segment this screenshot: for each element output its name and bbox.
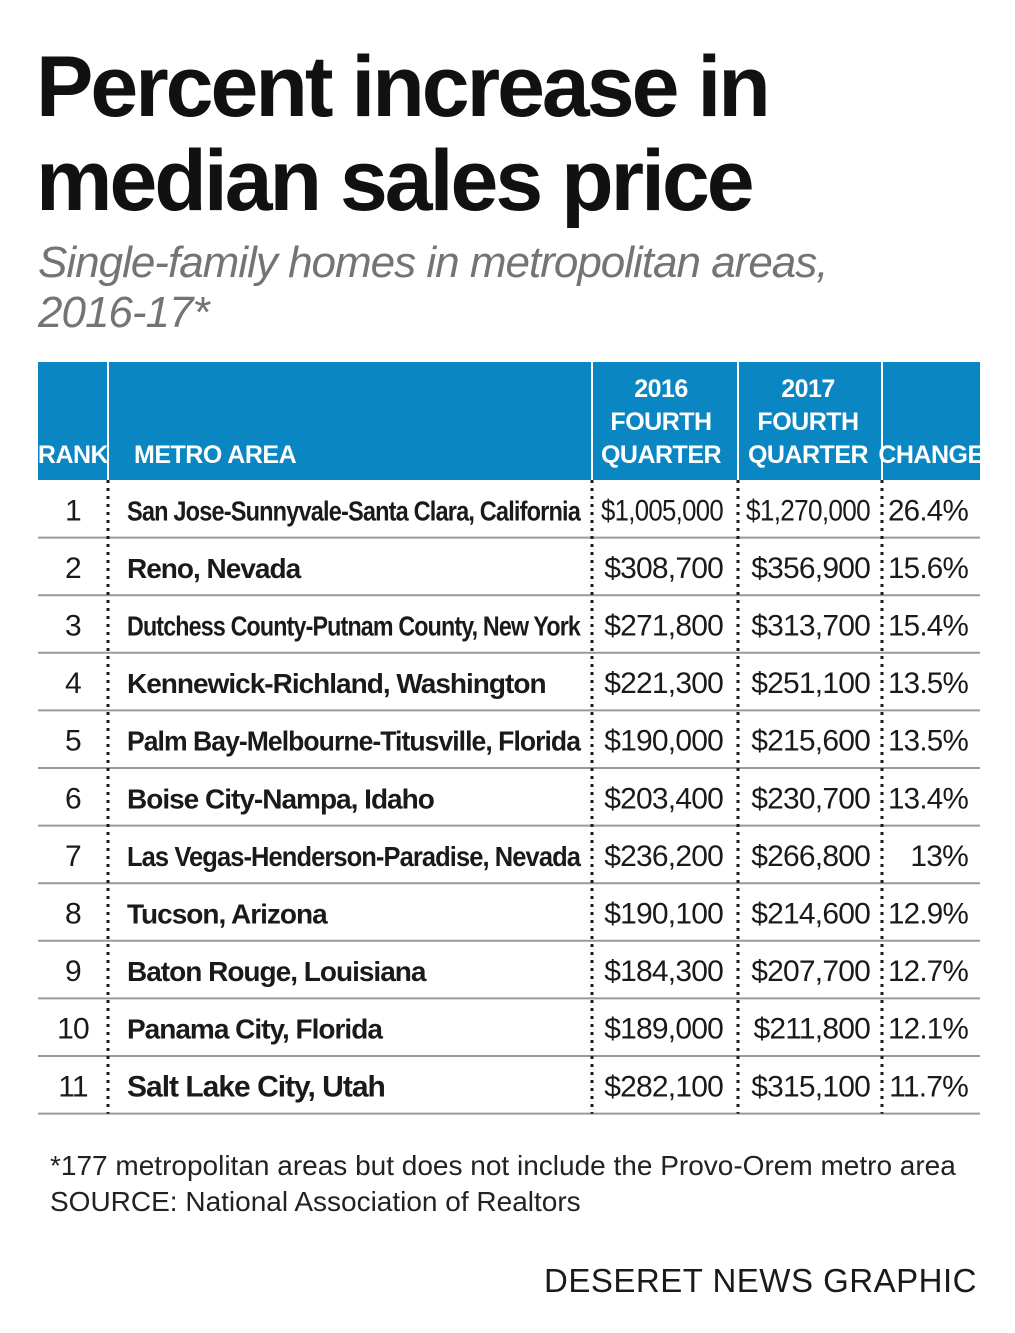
- chart-subtitle: Single-family homes in metropolitan area…: [38, 238, 828, 338]
- header-q4_2016-line-3: QUARTER: [601, 441, 722, 469]
- cell-change-row-8: 12.9%: [888, 898, 968, 931]
- cell-rank-row-8: 8: [65, 898, 81, 931]
- cell-rank-row-4: 4: [65, 667, 81, 700]
- title-line-2: median sales price: [36, 133, 755, 229]
- title-line-1: Percent increase in: [36, 39, 771, 135]
- cell-q4_2016-row-7: $236,200: [604, 840, 723, 873]
- header-q4_2016-line-1: 2016: [634, 375, 688, 403]
- header-q4_2016-line-2: FOURTH: [610, 408, 711, 436]
- source-text: SOURCE: National Association of Realtors: [50, 1186, 581, 1217]
- header-rank-line-1: RANK: [38, 441, 109, 469]
- cell-q4_2016-row-9: $184,300: [604, 955, 723, 988]
- cell-rank-row-2: 2: [65, 552, 81, 585]
- cell-metro-row-2: Reno, Nevada: [127, 553, 302, 584]
- header-change-line-1: CHANGE: [878, 441, 983, 469]
- cell-metro-row-5: Palm Bay-Melbourne-Titusville, Florida: [127, 726, 581, 757]
- cell-rank-row-7: 7: [65, 840, 81, 873]
- cell-rank-row-5: 5: [65, 725, 81, 758]
- footnote-text: *177 metropolitan areas but does not inc…: [50, 1150, 956, 1181]
- cell-rank-row-10: 10: [57, 1013, 89, 1046]
- cell-change-row-6: 13.4%: [888, 782, 968, 815]
- cell-change-row-3: 15.4%: [888, 610, 968, 643]
- header-metro-line-1: METRO AREA: [134, 441, 297, 469]
- cell-q4_2016-row-5: $190,000: [604, 725, 723, 758]
- cell-change-row-9: 12.7%: [888, 955, 968, 988]
- graphic-credit: DESERET NEWS GRAPHIC: [544, 1262, 977, 1299]
- subtitle-line-2: 2016-17*: [38, 288, 210, 337]
- cell-q4_2016-row-8: $190,100: [604, 898, 723, 931]
- cell-q4_2016-row-1: $1,005,000: [601, 494, 723, 527]
- cell-metro-row-1: San Jose-Sunnyvale-Santa Clara, Californ…: [127, 495, 581, 526]
- cell-q4_2017-row-1: $1,270,000: [746, 494, 870, 527]
- cell-change-row-5: 13.5%: [888, 725, 968, 758]
- header-q4_2017-line-1: 2017: [781, 375, 835, 403]
- cell-q4_2016-row-2: $308,700: [604, 552, 723, 585]
- header-q4_2017-line-2: FOURTH: [757, 408, 858, 436]
- chart-title: Percent increase in median sales price: [36, 39, 771, 229]
- cell-q4_2017-row-4: $251,100: [751, 667, 870, 700]
- cell-metro-row-8: Tucson, Arizona: [127, 899, 328, 930]
- cell-q4_2017-row-8: $214,600: [751, 898, 870, 931]
- cell-rank-row-11: 11: [58, 1070, 88, 1103]
- cell-q4_2017-row-2: $356,900: [751, 552, 870, 585]
- cell-q4_2017-row-3: $313,700: [751, 610, 870, 643]
- cell-q4_2016-row-6: $203,400: [604, 782, 723, 815]
- cell-rank-row-6: 6: [65, 782, 81, 815]
- cell-change-row-1: 26.4%: [888, 494, 968, 527]
- cell-q4_2017-row-10: $211,800: [753, 1013, 870, 1046]
- cell-change-row-2: 15.6%: [888, 552, 968, 585]
- cell-q4_2017-row-9: $207,700: [751, 955, 870, 988]
- cell-metro-row-10: Panama City, Florida: [127, 1014, 383, 1045]
- cell-q4_2017-row-5: $215,600: [751, 725, 870, 758]
- cell-rank-row-9: 9: [65, 955, 81, 988]
- cell-q4_2016-row-3: $271,800: [604, 610, 723, 643]
- cell-change-row-11: 11.7%: [889, 1070, 968, 1103]
- cell-q4_2017-row-7: $266,800: [751, 840, 870, 873]
- cell-q4_2016-row-11: $282,100: [604, 1070, 723, 1103]
- cell-metro-row-7: Las Vegas-Henderson-Paradise, Nevada: [127, 841, 581, 872]
- cell-q4_2016-row-4: $221,300: [604, 667, 723, 700]
- cell-q4_2017-row-11: $315,100: [751, 1070, 870, 1103]
- footnote: *177 metropolitan areas but does not inc…: [50, 1148, 956, 1220]
- cell-q4_2017-row-6: $230,700: [751, 782, 870, 815]
- cell-rank-row-1: 1: [65, 494, 81, 527]
- subtitle-line-1: Single-family homes in metropolitan area…: [38, 238, 828, 287]
- cell-change-row-10: 12.1%: [888, 1013, 968, 1046]
- cell-metro-row-4: Kennewick-Richland, Washington: [127, 668, 546, 699]
- cell-metro-row-9: Baton Rouge, Louisiana: [127, 956, 427, 987]
- cell-q4_2016-row-10: $189,000: [604, 1013, 723, 1046]
- cell-change-row-7: 13%: [910, 840, 968, 873]
- cell-metro-row-3: Dutchess County-Putnam County, New York: [127, 611, 581, 642]
- cell-metro-row-6: Boise City-Nampa, Idaho: [127, 783, 435, 814]
- header-band: [38, 362, 980, 480]
- cell-rank-row-3: 3: [65, 610, 81, 643]
- cell-metro-row-11: Salt Lake City, Utah: [127, 1070, 385, 1103]
- header-q4_2017-line-3: QUARTER: [748, 441, 869, 469]
- cell-change-row-4: 13.5%: [888, 667, 968, 700]
